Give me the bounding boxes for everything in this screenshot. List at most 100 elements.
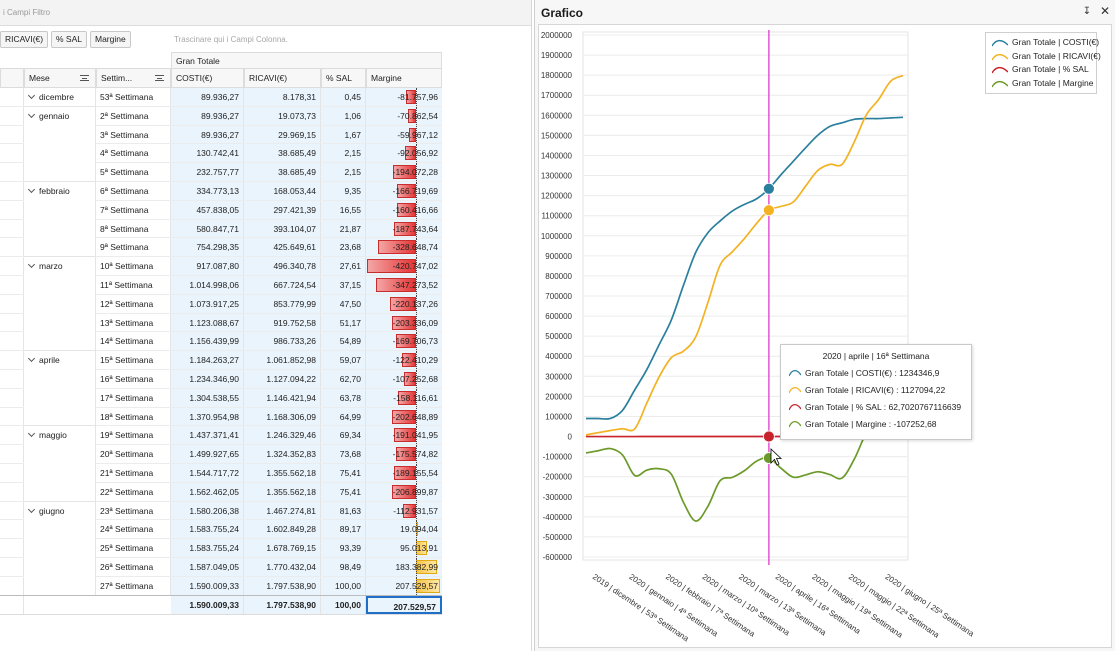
sal-cell[interactable]: 16,55 (321, 200, 366, 219)
sal-cell[interactable]: 69,34 (321, 426, 366, 445)
settimana-header[interactable]: Settim... (96, 68, 171, 88)
ricavi-cell[interactable]: 297.421,39 (244, 200, 321, 219)
costi-cell[interactable]: 1.590.009,33 (171, 576, 244, 595)
costi-cell[interactable]: 1.073.917,25 (171, 294, 244, 313)
costi-cell[interactable]: 1.583.755,24 (171, 520, 244, 539)
costi-cell[interactable]: 1.304.538,55 (171, 388, 244, 407)
margine-cell[interactable]: -328.648,74 (366, 238, 442, 257)
margine-header[interactable]: Margine (366, 68, 442, 88)
legend-item[interactable]: Gran Totale | COSTI(€) (990, 36, 1099, 50)
costi-cell[interactable]: 89.936,27 (171, 88, 244, 106)
month-group-maggio[interactable]: maggio (24, 426, 96, 502)
sal-cell[interactable]: 1,06 (321, 106, 366, 125)
chevron-down-icon[interactable] (27, 185, 36, 194)
month-group-febbraio[interactable]: febbraio (24, 182, 96, 258)
sal-cell[interactable]: 9,35 (321, 182, 366, 200)
sal-cell[interactable]: 2,15 (321, 163, 366, 181)
week-cell[interactable]: 21ª Settimana (96, 464, 171, 482)
legend-item[interactable]: Gran Totale | % SAL (990, 63, 1096, 77)
sal-header[interactable]: % SAL (321, 68, 366, 88)
legend-item[interactable]: Gran Totale | Margine (990, 77, 1096, 91)
sal-cell[interactable]: 1,67 (321, 125, 366, 144)
ricavi-cell[interactable]: 496.340,78 (244, 257, 321, 275)
week-cell[interactable]: 9ª Settimana (96, 238, 171, 257)
sal-cell[interactable]: 59,07 (321, 351, 366, 369)
week-cell[interactable]: 53ª Settimana (96, 88, 171, 106)
margine-cell[interactable]: -166.719,69 (366, 182, 442, 200)
costi-cell[interactable]: 1.014.998,06 (171, 276, 244, 294)
costi-cell[interactable]: 232.757,77 (171, 163, 244, 181)
chevron-down-icon[interactable] (27, 505, 36, 513)
costi-cell[interactable]: 89.936,27 (171, 106, 244, 125)
month-group-marzo[interactable]: marzo (24, 257, 96, 352)
margine-cell[interactable]: -160.416,66 (366, 200, 442, 219)
chevron-down-icon[interactable] (27, 261, 36, 269)
costi-cell[interactable]: 580.847,71 (171, 219, 244, 238)
margine-cell[interactable]: -107.252,68 (366, 370, 442, 388)
margine-cell[interactable]: -158.116,61 (366, 388, 442, 407)
costi-cell[interactable]: 1.123.088,67 (171, 313, 244, 332)
ricavi-cell[interactable]: 853.779,99 (244, 294, 321, 313)
total-sal[interactable]: 100,00 (321, 596, 366, 614)
column-drop-area[interactable]: Trascinare qui i Campi Colonna. (174, 35, 288, 44)
margine-cell[interactable]: -92.056,92 (366, 144, 442, 163)
costi-cell[interactable]: 754.298,35 (171, 238, 244, 257)
ricavi-cell[interactable]: 986.733,26 (244, 332, 321, 351)
week-cell[interactable]: 22ª Settimana (96, 482, 171, 501)
sal-cell[interactable]: 73,68 (321, 445, 366, 463)
close-icon[interactable]: ✕ (1099, 4, 1111, 18)
margine-cell[interactable]: -59.967,12 (366, 125, 442, 144)
costi-cell[interactable]: 1.499.927,65 (171, 445, 244, 463)
costi-cell[interactable]: 1.156.439,99 (171, 332, 244, 351)
week-cell[interactable]: 6ª Settimana (96, 182, 171, 200)
costi-header[interactable]: COSTI(€) (171, 68, 244, 88)
ricavi-cell[interactable]: 1.770.432,04 (244, 558, 321, 576)
sal-cell[interactable]: 51,17 (321, 313, 366, 332)
week-cell[interactable]: 24ª Settimana (96, 520, 171, 539)
week-cell[interactable]: 16ª Settimana (96, 370, 171, 388)
costi-cell[interactable]: 1.437.371,41 (171, 426, 244, 445)
week-cell[interactable]: 5ª Settimana (96, 163, 171, 181)
field-chip-sal[interactable]: % SAL (51, 31, 87, 48)
ricavi-cell[interactable]: 919.752,58 (244, 313, 321, 332)
costi-cell[interactable]: 1.580.206,38 (171, 501, 244, 520)
costi-cell[interactable]: 130.742,41 (171, 144, 244, 163)
ricavi-cell[interactable]: 1.146.421,94 (244, 388, 321, 407)
month-group-giugno[interactable]: giugno (24, 501, 96, 596)
line-chart[interactable]: 2000000190000018000001700000160000015000… (534, 0, 1115, 651)
ricavi-cell[interactable]: 1.127.094,22 (244, 370, 321, 388)
sal-cell[interactable]: 62,70 (321, 370, 366, 388)
ricavi-cell[interactable]: 667.724,54 (244, 276, 321, 294)
week-cell[interactable]: 25ª Settimana (96, 539, 171, 557)
ricavi-cell[interactable]: 1.467.274,81 (244, 501, 321, 520)
sal-cell[interactable]: 100,00 (321, 576, 366, 595)
ricavi-cell[interactable]: 1.061.852,98 (244, 351, 321, 369)
week-cell[interactable]: 27ª Settimana (96, 576, 171, 595)
sal-cell[interactable]: 2,15 (321, 144, 366, 163)
ricavi-cell[interactable]: 393.104,07 (244, 219, 321, 238)
costi-cell[interactable]: 1.562.462,05 (171, 482, 244, 501)
total-margine[interactable]: 207.529,57 (366, 596, 442, 614)
margine-cell[interactable]: -81.757,96 (366, 88, 442, 106)
ricavi-cell[interactable]: 1.168.306,09 (244, 407, 321, 426)
margine-cell[interactable]: -194.072,28 (366, 163, 442, 181)
margine-cell[interactable]: -175.574,82 (366, 445, 442, 463)
week-cell[interactable]: 12ª Settimana (96, 294, 171, 313)
ricavi-cell[interactable]: 1.324.352,83 (244, 445, 321, 463)
chevron-down-icon[interactable] (27, 91, 36, 100)
margine-cell[interactable]: -187.743,64 (366, 219, 442, 238)
chevron-down-icon[interactable] (27, 355, 36, 363)
costi-cell[interactable]: 457.838,05 (171, 200, 244, 219)
costi-cell[interactable]: 1.370.954,98 (171, 407, 244, 426)
week-cell[interactable]: 7ª Settimana (96, 200, 171, 219)
week-cell[interactable]: 19ª Settimana (96, 426, 171, 445)
sal-cell[interactable]: 75,41 (321, 482, 366, 501)
margine-cell[interactable]: -206.899,87 (366, 482, 442, 501)
margine-cell[interactable]: -202.648,89 (366, 407, 442, 426)
sal-cell[interactable]: 54,89 (321, 332, 366, 351)
total-costi[interactable]: 1.590.009,33 (171, 596, 244, 614)
sal-cell[interactable]: 63,78 (321, 388, 366, 407)
month-group-aprile[interactable]: aprile (24, 351, 96, 427)
ricavi-cell[interactable]: 425.649,61 (244, 238, 321, 257)
sal-cell[interactable]: 75,41 (321, 464, 366, 482)
